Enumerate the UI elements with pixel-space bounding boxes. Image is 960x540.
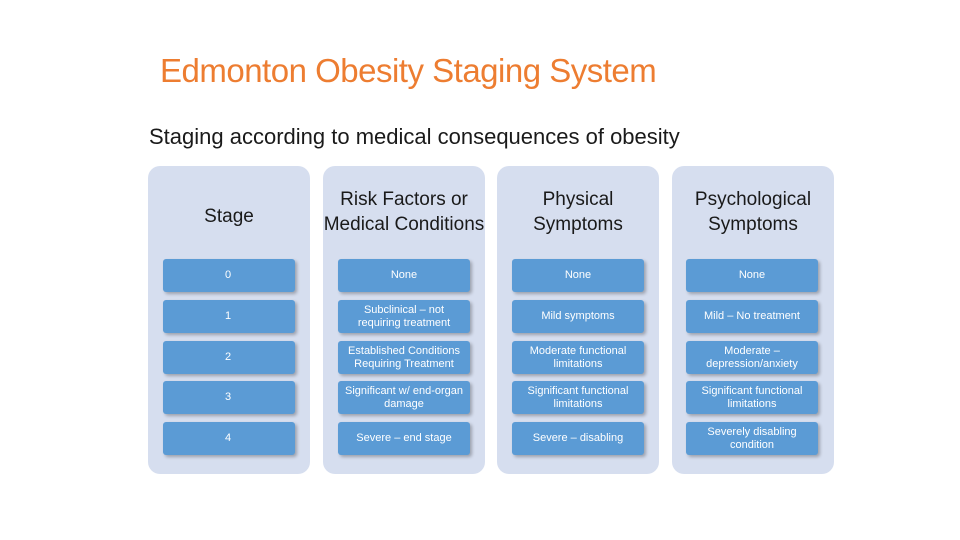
psychological-symptoms-cell: Moderate – depression/anxiety (686, 341, 818, 374)
header-risk-factors: Risk Factors or Medical Conditions (323, 189, 485, 235)
risk-factors-cell: Established Conditions Requiring Treatme… (338, 341, 470, 374)
header-stage: Stage (204, 205, 254, 227)
physical-symptoms-cell: Moderate functional limitations (512, 341, 644, 374)
physical-symptoms-cell: Significant functional limitations (512, 381, 644, 414)
physical-symptoms-cell: Mild symptoms (512, 300, 644, 333)
stage-cell: 4 (163, 422, 295, 455)
page-subtitle: Staging according to medical consequence… (149, 124, 680, 149)
physical-symptoms-cell: None (512, 259, 644, 292)
risk-factors-cell: None (338, 259, 470, 292)
stage-cell: 2 (163, 341, 295, 374)
risk-factors-cell: Severe – end stage (338, 422, 470, 455)
psychological-symptoms-cell: Mild – No treatment (686, 300, 818, 333)
risk-factors-cell: Significant w/ end-organ damage (338, 381, 470, 414)
stage-cell: 0 (163, 259, 295, 292)
stage-cell: 3 (163, 381, 295, 414)
stage-cell: 1 (163, 300, 295, 333)
header-psychological-symptoms: Psychological Symptoms (694, 189, 812, 235)
psychological-symptoms-cell: Severely disabling condition (686, 422, 818, 455)
risk-factors-cell: Subclinical – not requiring treatment (338, 300, 470, 333)
header-physical-symptoms: Physical Symptoms (533, 189, 623, 235)
physical-symptoms-cell: Severe – disabling (512, 422, 644, 455)
psychological-symptoms-cell: Significant functional limitations (686, 381, 818, 414)
page-title: Edmonton Obesity Staging System (160, 52, 657, 89)
psychological-symptoms-cell: None (686, 259, 818, 292)
